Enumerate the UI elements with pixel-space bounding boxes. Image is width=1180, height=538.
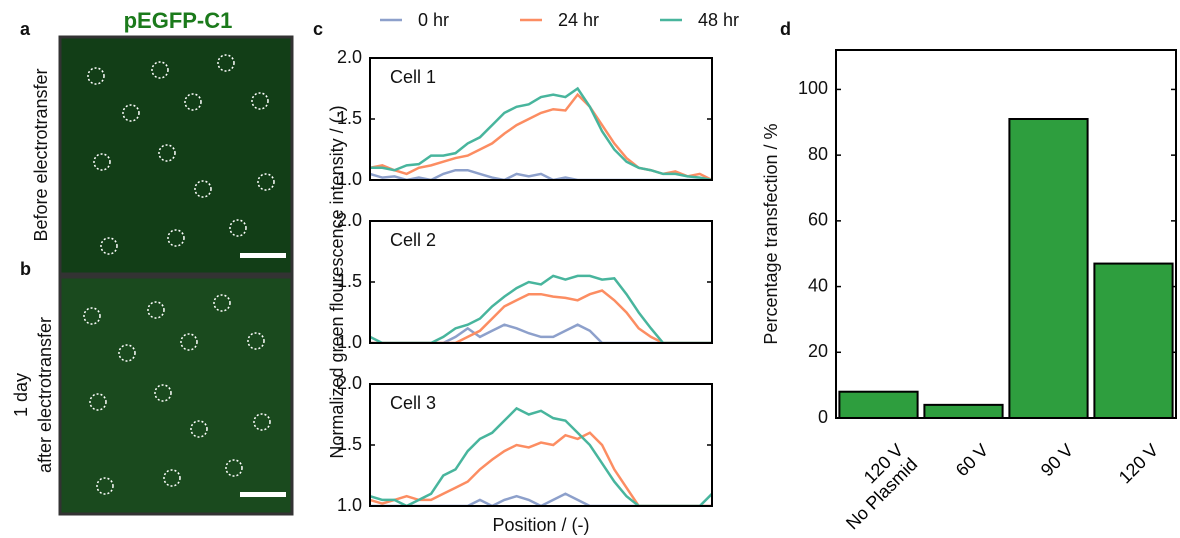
panel-label: b: [20, 259, 31, 279]
cell-marker: [180, 333, 198, 351]
cell-marker: [158, 144, 176, 162]
y-tick-label: 1.5: [337, 434, 362, 454]
y-tick-label: 1.0: [337, 169, 362, 189]
cell-marker: [190, 420, 208, 438]
bar: [923, 403, 1004, 420]
line: [370, 323, 712, 343]
y-tick-label: 40: [808, 275, 828, 295]
line: [370, 92, 712, 180]
y-tick-label: 1.0: [337, 332, 362, 352]
image-title: pEGFP-C1: [124, 8, 233, 33]
cell-marker: [151, 61, 169, 79]
axes-frame: [369, 383, 713, 507]
cell-marker: [225, 459, 243, 477]
axes-frame: [835, 49, 1177, 419]
legend-label: 24 hr: [558, 10, 599, 30]
y-tick-label: 100: [798, 78, 828, 98]
y-tick-label: 1.0: [337, 495, 362, 515]
chart-title: Cell 1: [390, 67, 436, 87]
cell-marker: [194, 180, 212, 198]
bar: [1093, 262, 1174, 420]
cell-markers: [83, 54, 275, 495]
line: [370, 289, 712, 343]
bar: [1008, 118, 1089, 419]
cell-marker: [257, 173, 275, 191]
line: [370, 168, 712, 180]
micrograph: [58, 35, 294, 276]
cell-marker: [184, 93, 202, 111]
image-label: Before electrotransfer: [31, 68, 51, 241]
panel-label: c: [313, 19, 323, 39]
cell-marker: [167, 229, 185, 247]
cell-marker: [163, 469, 181, 487]
legend-label: 0 hr: [418, 10, 449, 30]
y-tick-label: 2.0: [337, 210, 362, 230]
line: [370, 86, 712, 180]
image-label: after electrotransfer: [35, 317, 55, 473]
cell-marker: [229, 219, 247, 237]
cell-marker: [118, 344, 136, 362]
scale-bar: [240, 253, 286, 258]
axes-frame: [369, 220, 713, 344]
y-tick-label: 1.5: [337, 108, 362, 128]
cell-marker: [87, 67, 105, 85]
axes-frame: [369, 57, 713, 181]
cell-marker: [96, 477, 114, 495]
line: [370, 431, 712, 506]
y-tick-label: 2.0: [337, 47, 362, 67]
cell-marker: [122, 104, 140, 122]
line: [370, 274, 712, 343]
y-tick-label: 20: [808, 341, 828, 361]
cell-marker: [251, 92, 269, 110]
cell-marker: [89, 393, 107, 411]
y-tick-label: 60: [808, 210, 828, 230]
panel-label: a: [20, 19, 31, 39]
scale-bar: [240, 492, 286, 497]
cell-marker: [253, 413, 271, 431]
y-axis-label: Percentage transfection / %: [761, 123, 781, 344]
cell-marker: [100, 237, 118, 255]
y-axis-label: Normalized green flourescence intensity …: [327, 105, 347, 458]
y-tick-label: 80: [808, 144, 828, 164]
cell-marker: [154, 384, 172, 402]
legend-label: 48 hr: [698, 10, 739, 30]
cell-marker: [83, 307, 101, 325]
cell-marker: [247, 332, 265, 350]
y-tick-label: 0: [818, 407, 828, 427]
y-tick-label: 2.0: [337, 373, 362, 393]
y-tick-label: 1.5: [337, 271, 362, 291]
chart-title: Cell 2: [390, 230, 436, 250]
panel-label: d: [780, 19, 791, 39]
micrograph: [58, 275, 294, 516]
x-axis-label: Position / (-): [492, 515, 589, 535]
image-label: 1 day: [11, 373, 31, 417]
bar: [838, 390, 919, 420]
cell-marker: [213, 294, 231, 312]
line: [370, 406, 712, 506]
chart-title: Cell 3: [390, 393, 436, 413]
cell-marker: [217, 54, 235, 72]
cell-marker: [147, 301, 165, 319]
cell-marker: [93, 153, 111, 171]
